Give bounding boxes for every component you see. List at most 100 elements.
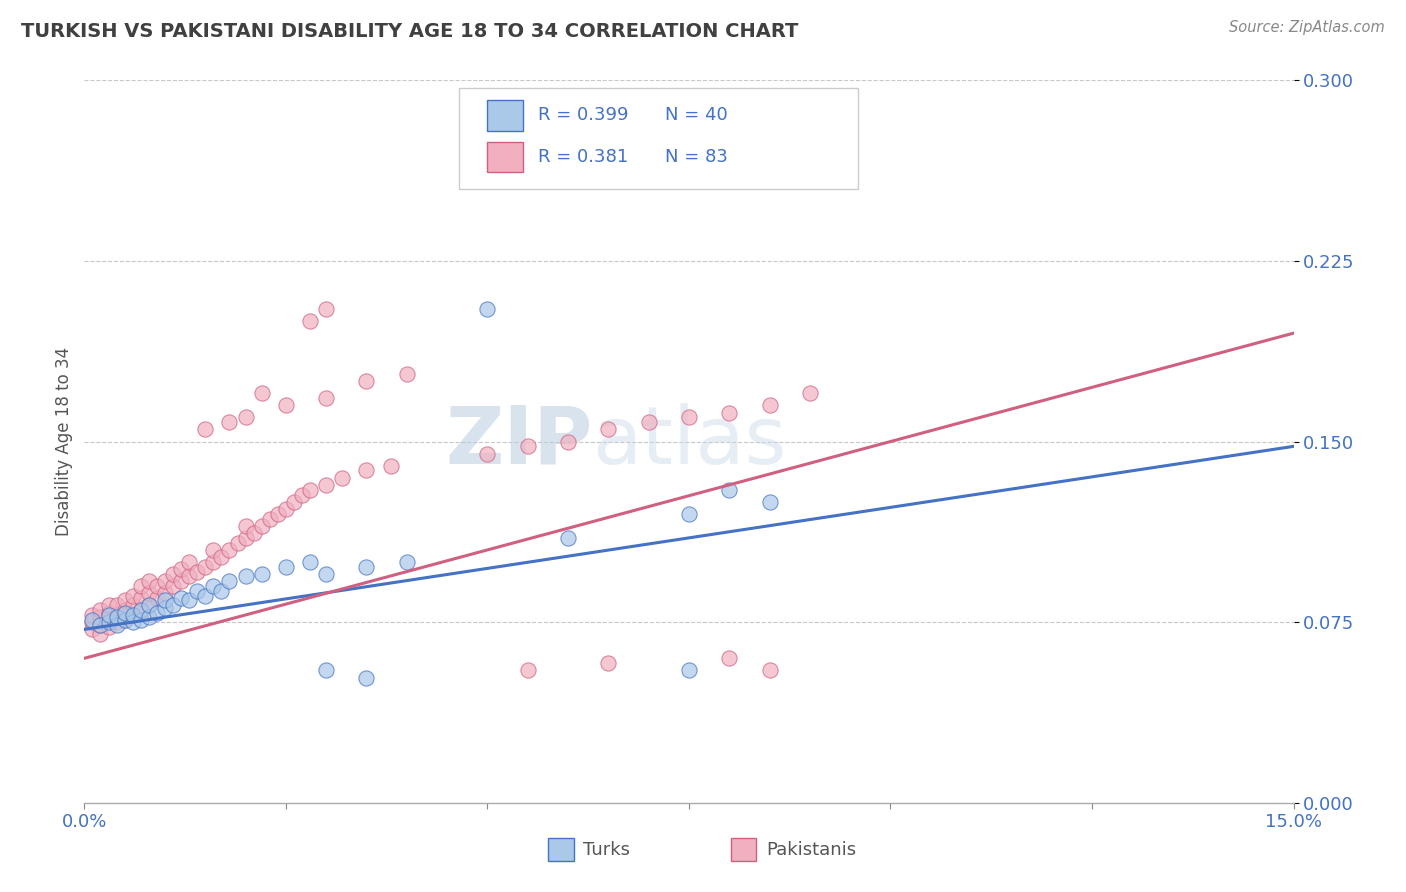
FancyBboxPatch shape bbox=[486, 100, 523, 130]
Point bbox=[186, 565, 208, 579]
Point bbox=[758, 494, 780, 508]
Text: N = 83: N = 83 bbox=[665, 148, 728, 166]
Point bbox=[315, 301, 337, 317]
Point bbox=[274, 559, 297, 574]
Point bbox=[209, 550, 232, 565]
Y-axis label: Disability Age 18 to 34: Disability Age 18 to 34 bbox=[55, 347, 73, 536]
Point bbox=[718, 651, 741, 665]
Text: N = 40: N = 40 bbox=[665, 106, 727, 124]
Point bbox=[121, 615, 143, 630]
Point bbox=[477, 301, 499, 317]
Point bbox=[226, 535, 249, 549]
Point bbox=[170, 591, 193, 605]
Point bbox=[202, 579, 225, 593]
Point bbox=[82, 613, 104, 627]
Point bbox=[97, 620, 120, 634]
Point bbox=[179, 593, 201, 607]
Point bbox=[89, 617, 111, 632]
Point bbox=[315, 391, 337, 405]
Text: R = 0.381: R = 0.381 bbox=[538, 148, 628, 166]
Point bbox=[138, 599, 160, 613]
Point bbox=[121, 607, 143, 622]
Point bbox=[678, 664, 700, 678]
Point bbox=[758, 664, 780, 678]
Point bbox=[129, 603, 152, 617]
Point bbox=[395, 367, 418, 381]
Point bbox=[274, 502, 297, 516]
Point bbox=[395, 555, 418, 569]
Text: atlas: atlas bbox=[592, 402, 786, 481]
Point bbox=[356, 374, 378, 388]
Text: Turks: Turks bbox=[583, 841, 630, 859]
Point bbox=[129, 613, 152, 627]
Point bbox=[250, 518, 273, 533]
Point bbox=[235, 518, 257, 533]
Point bbox=[330, 470, 353, 484]
Point bbox=[114, 606, 136, 620]
Point bbox=[162, 567, 184, 582]
Point bbox=[138, 599, 160, 613]
Point bbox=[194, 559, 217, 574]
Point bbox=[114, 603, 136, 617]
Point bbox=[179, 569, 201, 583]
Point bbox=[138, 586, 160, 600]
Point bbox=[129, 603, 152, 617]
Point bbox=[82, 623, 104, 637]
Text: ZIP: ZIP bbox=[444, 402, 592, 481]
Point bbox=[250, 386, 273, 401]
Point bbox=[82, 615, 104, 630]
Point bbox=[105, 617, 128, 632]
Point bbox=[146, 591, 169, 605]
Text: Pakistanis: Pakistanis bbox=[766, 841, 856, 859]
Point bbox=[598, 656, 620, 670]
Point bbox=[97, 613, 120, 627]
Point bbox=[82, 607, 104, 622]
Point bbox=[315, 478, 337, 492]
Point bbox=[89, 617, 111, 632]
Text: TURKISH VS PAKISTANI DISABILITY AGE 18 TO 34 CORRELATION CHART: TURKISH VS PAKISTANI DISABILITY AGE 18 T… bbox=[21, 22, 799, 41]
Point bbox=[194, 589, 217, 603]
Point bbox=[146, 579, 169, 593]
Point bbox=[637, 415, 659, 429]
Point bbox=[315, 567, 337, 582]
Point bbox=[235, 410, 257, 425]
Point bbox=[114, 593, 136, 607]
Point bbox=[105, 599, 128, 613]
Point bbox=[179, 555, 201, 569]
Point bbox=[242, 526, 264, 541]
Point bbox=[138, 610, 160, 624]
Point bbox=[356, 671, 378, 685]
Point bbox=[129, 591, 152, 605]
Point bbox=[557, 434, 579, 449]
Point bbox=[114, 613, 136, 627]
Point bbox=[356, 559, 378, 574]
Point bbox=[153, 593, 176, 607]
Text: Source: ZipAtlas.com: Source: ZipAtlas.com bbox=[1229, 20, 1385, 35]
Point bbox=[477, 446, 499, 460]
Point bbox=[202, 555, 225, 569]
Point bbox=[758, 398, 780, 412]
Point bbox=[194, 422, 217, 436]
Point bbox=[235, 569, 257, 583]
Point bbox=[267, 507, 290, 521]
Point bbox=[105, 615, 128, 630]
Point bbox=[758, 145, 780, 160]
Point bbox=[218, 415, 240, 429]
Point bbox=[598, 422, 620, 436]
Point bbox=[678, 410, 700, 425]
Point bbox=[557, 531, 579, 545]
Point bbox=[162, 599, 184, 613]
Point bbox=[250, 567, 273, 582]
Point bbox=[121, 607, 143, 622]
Point bbox=[299, 483, 322, 497]
Point bbox=[89, 610, 111, 624]
Point bbox=[799, 386, 821, 401]
Point bbox=[170, 574, 193, 589]
Point bbox=[235, 531, 257, 545]
Point bbox=[218, 574, 240, 589]
Point bbox=[89, 603, 111, 617]
FancyBboxPatch shape bbox=[460, 87, 858, 189]
Point bbox=[129, 579, 152, 593]
Point bbox=[678, 507, 700, 521]
Point bbox=[218, 542, 240, 557]
